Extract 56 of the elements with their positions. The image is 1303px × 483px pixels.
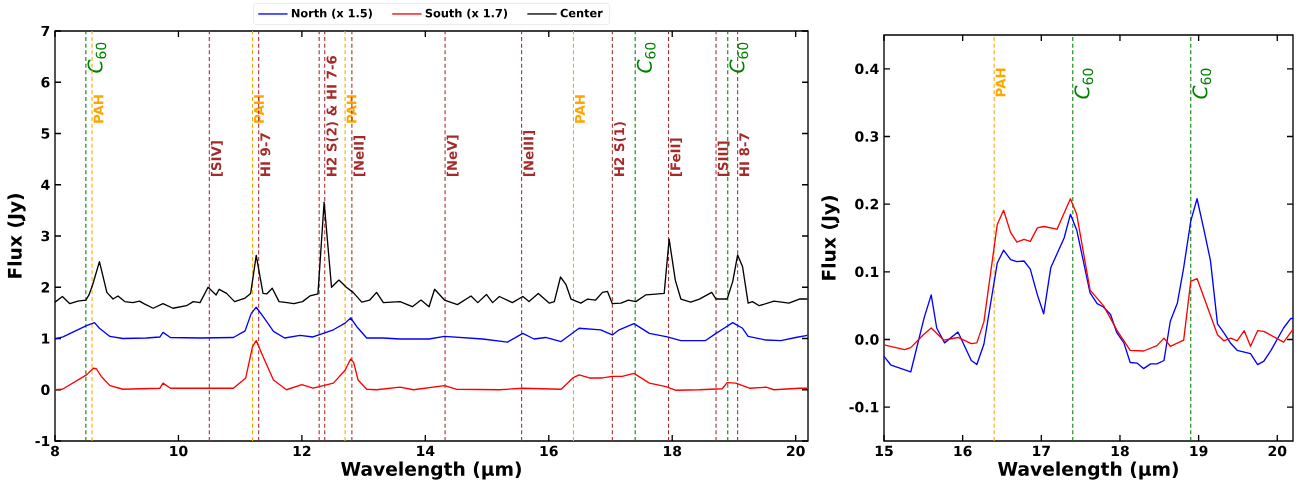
legend-label: North (x 1.5) (291, 8, 372, 19)
x-tick-label: 19 (1190, 445, 1208, 457)
y-tick-label: 5 (41, 128, 50, 139)
ref-line-label: C$_{60}$ (729, 42, 749, 73)
x-tick-label: 8 (50, 445, 59, 457)
ref-line-label: C$_{60}$ (87, 42, 107, 73)
x-tick-label: 12 (293, 445, 311, 457)
ref-line-label: [NeV] (446, 135, 459, 176)
ref-line-label: PAH (575, 95, 585, 123)
x-tick-label: 18 (664, 445, 682, 457)
x-tick-label: 16 (540, 445, 558, 457)
x-tick-label: 14 (417, 445, 435, 456)
y-tick-label: 1 (42, 333, 50, 344)
x-tick-label: 15 (875, 445, 893, 457)
ref-line-label: C$_{60}$ (1192, 68, 1212, 99)
x-tick-label: 17 (1033, 445, 1050, 456)
y-tick-label: 0.4 (855, 63, 879, 75)
y-tick-label: -0.1 (849, 401, 879, 413)
x-axis-title: Wavelength (μm) (341, 461, 521, 480)
ref-line-label: PAH (346, 95, 357, 123)
ref-line-label: HI 8-7 (739, 133, 750, 176)
y-tick-label: 0.3 (855, 131, 879, 142)
ref-line-label: [NeIII] (523, 131, 536, 176)
x-tick-label: 20 (1268, 445, 1287, 457)
ref-line-label: [NeII] (353, 135, 366, 176)
ref-line-label: PAH (254, 95, 264, 123)
line-series (54, 339, 809, 391)
ref-line-label: C$_{60}$ (1074, 68, 1094, 99)
x-tick-label: 18 (1111, 445, 1129, 457)
ref-line-label: PAH (995, 68, 1006, 97)
y-tick-label: 0 (41, 384, 50, 396)
ref-line-label: HI 9-7 (260, 133, 271, 176)
legend-label: Center (560, 8, 603, 18)
y-tick-label: 2 (41, 282, 50, 293)
ref-line-label: H2 S(2) & HI 7-6 (326, 55, 339, 176)
y-tick-label: 6 (41, 76, 50, 88)
y-tick-label: 0.2 (855, 198, 879, 210)
x-tick-label: 16 (954, 445, 972, 457)
legend-label: South (x 1.7) (425, 8, 508, 19)
ref-line-label: [FeII] (670, 138, 682, 176)
ref-line-label: H2 S(1) (613, 122, 626, 176)
y-tick-label: 3 (41, 230, 50, 242)
y-tick-label: 0.0 (855, 334, 879, 345)
y-tick-label: -1 (35, 435, 50, 447)
x-tick-label: 20 (787, 445, 805, 457)
y-axis-title: Flux (Jy) (7, 194, 26, 278)
x-tick-label: 10 (170, 445, 188, 457)
y-tick-label: 0.1 (855, 266, 879, 278)
ref-line-label: [SIV] (210, 141, 223, 176)
ref-line-label: [SIII] (717, 141, 730, 176)
y-axis-title: Flux (Jy) (821, 196, 840, 280)
ref-line-label: C$_{60}$ (636, 42, 656, 73)
x-axis-title: Wavelength (μm) (998, 461, 1178, 480)
ref-line-label: PAH (93, 95, 104, 123)
y-tick-label: 7 (41, 25, 50, 37)
y-tick-label: 4 (41, 179, 50, 190)
